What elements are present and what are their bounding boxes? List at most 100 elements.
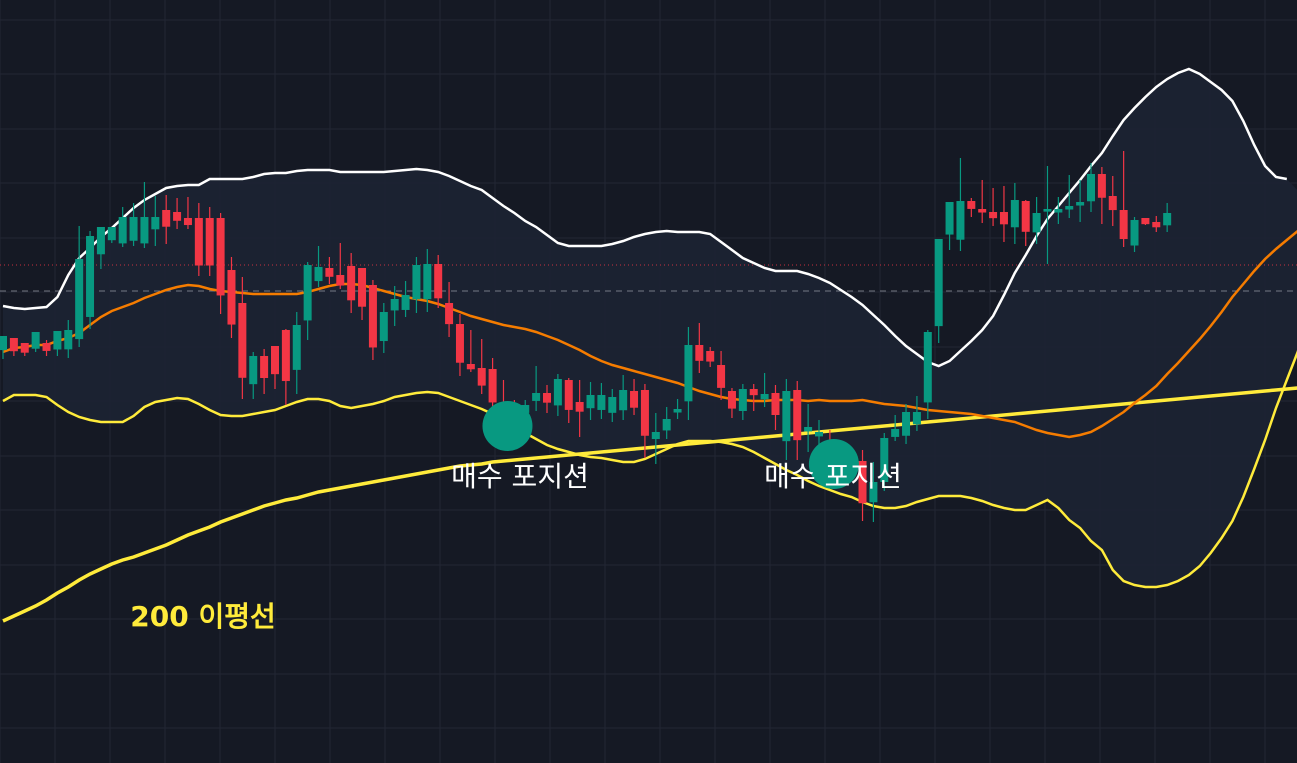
candle-body [999, 212, 1008, 225]
candle-body [477, 368, 486, 386]
candle-body [1032, 213, 1041, 233]
candle-up [956, 158, 965, 251]
candle-up [532, 366, 541, 411]
candle-down [238, 277, 247, 399]
candle-body [967, 201, 976, 209]
candle-down [1097, 167, 1106, 224]
candle-body [575, 402, 584, 412]
candle-body [183, 218, 192, 226]
candle-down [1141, 218, 1150, 225]
candle-down [967, 198, 976, 217]
candle-body [205, 218, 214, 266]
candle-up [249, 352, 258, 399]
candle-body [760, 394, 769, 400]
candle-body [989, 212, 998, 219]
candle-body [651, 432, 660, 440]
candle-down [368, 280, 377, 360]
candle-down [1108, 176, 1117, 226]
candle-body [1087, 174, 1095, 202]
candle-body [902, 412, 911, 436]
candle-body [619, 390, 628, 411]
candle-body [749, 389, 758, 396]
candle-body [129, 217, 138, 241]
candle-up [1130, 217, 1139, 252]
candle-body [9, 338, 18, 352]
bollinger-lower-line [2, 350, 1297, 589]
candle-body [455, 324, 464, 363]
candle-down [271, 346, 279, 389]
candle-up [1054, 197, 1063, 224]
candle-up [553, 374, 562, 416]
candle-body [42, 343, 51, 351]
candle-up [140, 182, 149, 248]
candle-body [934, 239, 943, 327]
candle-body [390, 299, 399, 311]
candle-up [390, 286, 399, 326]
candle-down [858, 450, 867, 521]
candle-body [194, 218, 203, 266]
candle-up [1032, 197, 1041, 244]
candle-body [0, 336, 7, 351]
candle-up [923, 330, 932, 419]
candle-body [401, 295, 410, 310]
candle-body [96, 227, 105, 255]
candle-body [249, 356, 258, 385]
candle-down [347, 253, 356, 313]
buy-position-label-1: 매수 포지션 [451, 460, 589, 493]
candle-down [1119, 151, 1128, 247]
candle-body [880, 438, 889, 482]
candle-body [1119, 210, 1128, 240]
candle-up [151, 196, 160, 246]
candle-body [532, 393, 541, 401]
candle-down [1152, 216, 1161, 232]
candle-body [20, 343, 29, 353]
ma-200-label: 200 이평선 [130, 600, 275, 633]
candle-body [1021, 201, 1030, 232]
candle-body [706, 351, 715, 362]
candle-body [325, 268, 334, 277]
candle-up [1043, 166, 1052, 264]
candle-body [31, 332, 40, 349]
candle-up [662, 407, 671, 439]
candle-down [20, 343, 29, 356]
candle-down [989, 188, 998, 226]
candle-body [336, 275, 345, 286]
candle-down [455, 314, 464, 376]
candle-body [216, 218, 225, 296]
candle-down [434, 255, 443, 308]
candle-down [749, 384, 758, 411]
candle-body [423, 264, 432, 300]
candle-up [1076, 180, 1085, 222]
candle-down [445, 282, 454, 337]
candle-up [53, 331, 62, 356]
candle-body [771, 393, 780, 415]
candle-down [1021, 200, 1030, 246]
buy-markers [482, 401, 859, 489]
candle-body [597, 395, 606, 410]
candle-down [183, 197, 192, 229]
candle-up [804, 404, 813, 452]
candle-body [1054, 209, 1063, 213]
candle-up [314, 246, 323, 287]
candle-down [227, 257, 236, 338]
candle-body [1043, 209, 1052, 212]
candle-up [303, 262, 312, 340]
candle-up [880, 433, 889, 491]
candle-up [423, 249, 432, 312]
candle-up [651, 413, 660, 464]
candle-body [782, 391, 791, 442]
candle-body [347, 266, 356, 301]
candle-body [858, 461, 867, 504]
candle-body [53, 331, 62, 350]
candle-body [695, 345, 704, 361]
candle-down [771, 385, 780, 430]
candle-up [684, 327, 693, 420]
candle-up [64, 320, 73, 358]
candle-body [564, 380, 573, 410]
candle-up [586, 382, 595, 420]
candle-up [597, 383, 606, 419]
candle-body [64, 330, 73, 350]
candle-body [630, 391, 639, 408]
